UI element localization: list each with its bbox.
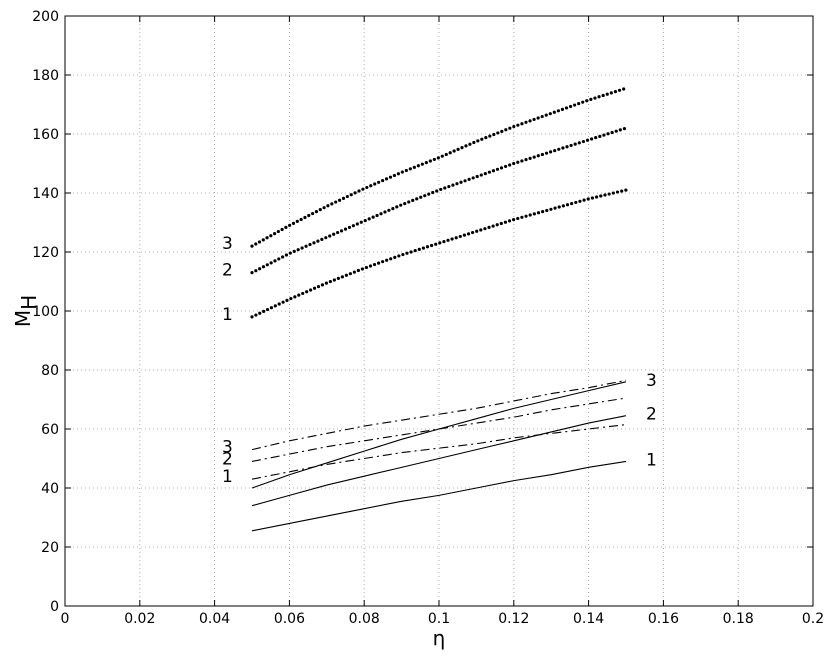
curve-label: 2 [646, 405, 657, 425]
x-tick-label: 0.12 [498, 611, 529, 627]
y-tick-label: 180 [32, 68, 59, 84]
y-tick-label: 200 [32, 9, 59, 25]
series-line [251, 415, 627, 507]
series-line [251, 379, 627, 451]
x-tick-label: 0.04 [199, 611, 230, 627]
curve-label: 3 [222, 234, 233, 254]
x-axis-label: η [433, 626, 446, 650]
y-tick-label: 120 [32, 245, 59, 261]
curve-label: 1 [646, 450, 657, 470]
y-tick-label: 60 [41, 422, 59, 438]
curve-label: 1 [222, 467, 233, 487]
series-line [251, 397, 627, 462]
x-tick-label: 0 [61, 611, 70, 627]
series-line [250, 188, 628, 319]
y-tick-label: 20 [41, 540, 59, 556]
x-tick-label: 0.08 [349, 611, 380, 627]
y-tick-label: 140 [32, 186, 59, 202]
y-tick-label: 40 [41, 481, 59, 497]
x-tick-label: 0.2 [802, 611, 824, 627]
plot-frame [64, 15, 814, 607]
series-line [250, 126, 628, 275]
series-line [251, 460, 627, 532]
y-axis-label-sub: H [17, 295, 41, 310]
y-axis-label-main: M [11, 310, 35, 327]
y-tick-label: 160 [32, 127, 59, 143]
curve-label: 2 [222, 261, 233, 281]
curve-label: 2 [222, 449, 233, 469]
curve-label: 1 [222, 305, 233, 325]
y-axis-label: MH [11, 295, 41, 327]
y-tick-label: 80 [41, 363, 59, 379]
x-tick-label: 0.16 [648, 611, 679, 627]
x-tick-label: 0.02 [124, 611, 155, 627]
x-tick-label: 0.06 [274, 611, 305, 627]
x-tick-label: 0.14 [573, 611, 604, 627]
series-line [250, 86, 628, 248]
curve-label: 3 [646, 371, 657, 391]
x-tick-label: 0.1 [428, 611, 450, 627]
x-tick-label: 0.18 [723, 611, 754, 627]
curve-label: 3 [222, 438, 233, 458]
y-tick-label: 100 [32, 304, 59, 320]
y-tick-label: 0 [50, 599, 59, 615]
series-line [251, 424, 627, 480]
